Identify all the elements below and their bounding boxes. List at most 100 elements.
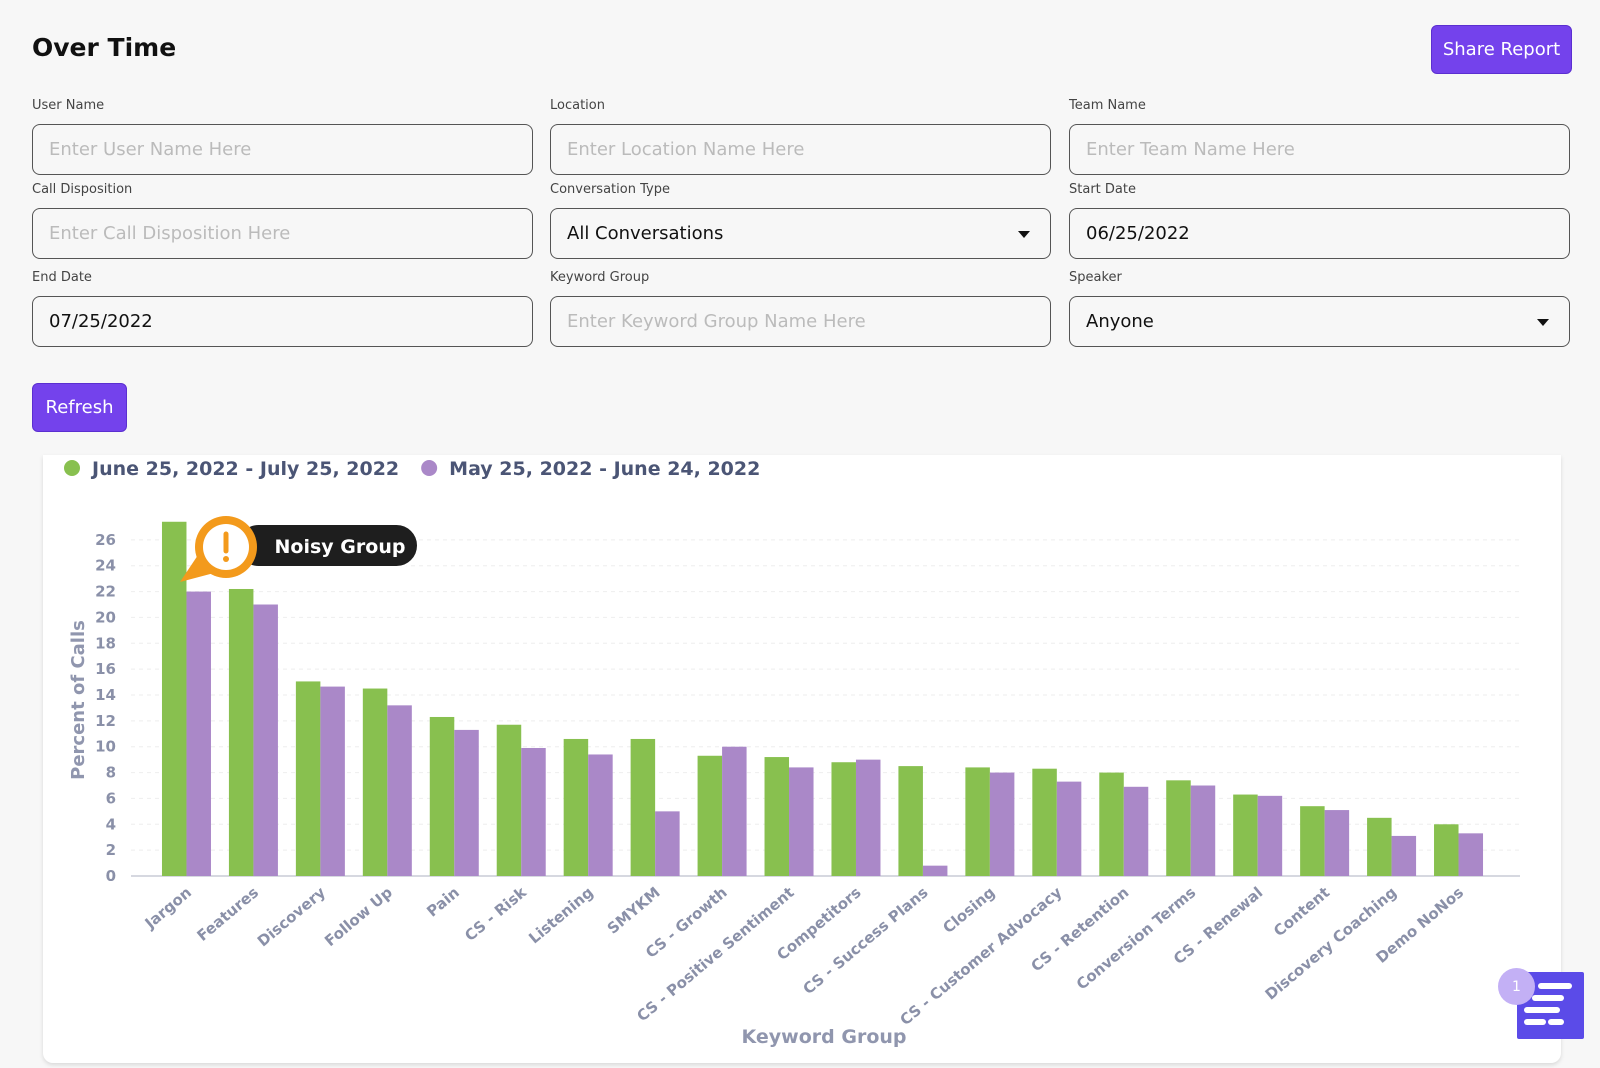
bar (1190, 785, 1216, 876)
bar (764, 757, 790, 876)
y-tick-label: 8 (106, 764, 116, 782)
filter-input[interactable]: Anyone (1069, 296, 1570, 347)
legend-label: May 25, 2022 - June 24, 2022 (449, 458, 760, 480)
filter-label: Conversation Type (550, 182, 670, 197)
y-tick-label: 12 (95, 712, 116, 730)
input-value: 06/25/2022 (1086, 223, 1190, 244)
bar (387, 705, 412, 876)
bar (630, 738, 656, 876)
legend-label: June 25, 2022 - July 25, 2022 (90, 458, 399, 480)
x-tick-label: Features (194, 883, 263, 945)
bar (1056, 781, 1082, 876)
y-tick-label: 4 (106, 815, 116, 833)
filter-label: Team Name (1069, 98, 1146, 113)
y-tick-label: 14 (95, 686, 116, 704)
filter-label: User Name (32, 98, 105, 113)
legend-swatch (421, 460, 438, 476)
filter-label: Keyword Group (550, 270, 650, 285)
bar (454, 729, 479, 876)
input-value: Anyone (1086, 311, 1154, 332)
bar (1391, 835, 1417, 876)
input-value: All Conversations (567, 223, 724, 244)
bar (228, 588, 254, 876)
placeholder: Enter Keyword Group Name Here (567, 311, 866, 332)
x-tick-label: Discovery Coaching (1262, 883, 1400, 1003)
bar (362, 688, 388, 876)
filter-label: Start Date (1069, 182, 1136, 197)
y-tick-label: 24 (95, 557, 116, 575)
x-tick-label: CS - Success Plans (800, 883, 932, 998)
dropdown-arrow (1018, 231, 1030, 238)
bar (1123, 786, 1149, 876)
filter-input[interactable]: Enter Call Disposition Here (32, 208, 533, 259)
bar (253, 604, 278, 876)
bar (1099, 772, 1124, 876)
bar (655, 811, 680, 876)
y-tick-label: 26 (95, 531, 116, 549)
filter-input[interactable]: All Conversations (550, 208, 1051, 259)
bar (161, 521, 187, 876)
bar (1434, 824, 1459, 876)
dropdown-arrow (1537, 319, 1549, 326)
filter-input[interactable]: Enter Location Name Here (550, 124, 1051, 175)
bar (1166, 780, 1191, 876)
x-tick-label: SMYKM (604, 883, 664, 937)
y-tick-label: 0 (106, 867, 116, 885)
bar (1233, 794, 1258, 876)
refresh-button[interactable]: Refresh (32, 383, 127, 432)
x-axis-label: Keyword Group (742, 1026, 907, 1048)
page-title: Over Time (32, 33, 177, 62)
placeholder: Enter User Name Here (49, 139, 252, 160)
legend-swatch (64, 460, 80, 476)
y-tick-label: 18 (95, 634, 116, 652)
bar (898, 766, 923, 876)
filter-input[interactable]: Enter User Name Here (32, 124, 533, 175)
bar (697, 755, 723, 876)
x-tick-label: CS - Risk (461, 883, 530, 945)
x-tick-label: Follow Up (321, 883, 396, 950)
bar (186, 591, 211, 876)
y-tick-label: 6 (106, 789, 116, 807)
x-tick-label: Content (1270, 883, 1333, 940)
placeholder: Enter Team Name Here (1086, 139, 1295, 160)
filter-label: Location (550, 98, 605, 113)
bar (1300, 806, 1325, 876)
y-tick-label: 10 (95, 738, 116, 756)
y-tick-label: 20 (95, 608, 116, 626)
x-tick-label: Conversion Terms (1073, 883, 1200, 993)
filter-label: Call Disposition (32, 182, 133, 197)
bar (295, 681, 321, 876)
bar (496, 724, 522, 876)
notification-badge: 1 (1498, 968, 1535, 1005)
bar (521, 748, 546, 876)
widget-icon (1524, 983, 1572, 1025)
filter-input[interactable]: 06/25/2022 (1069, 208, 1570, 259)
input-value: 07/25/2022 (49, 311, 153, 332)
y-tick-label: 22 (95, 583, 116, 601)
x-tick-label: Closing (939, 883, 998, 937)
bar (855, 759, 881, 876)
bar (922, 865, 948, 876)
chart: 02468101214161820222426JargonFeaturesDis… (64, 458, 1520, 1048)
y-axis-label: Percent of Calls (68, 620, 89, 780)
share-button[interactable]: Share Report (1431, 25, 1572, 74)
bar (965, 767, 990, 876)
bar (722, 746, 747, 876)
filter-input[interactable]: 07/25/2022 (32, 296, 533, 347)
filter-label: Speaker (1069, 270, 1122, 285)
x-tick-label: Listening (525, 883, 596, 947)
filter-input[interactable]: Enter Team Name Here (1069, 124, 1570, 175)
bar (989, 772, 1015, 876)
filter-input[interactable]: Enter Keyword Group Name Here (550, 296, 1051, 347)
bar (1257, 795, 1283, 876)
bar (831, 762, 856, 876)
bar (429, 716, 455, 876)
filter-label: End Date (32, 270, 92, 285)
bar (1324, 810, 1350, 876)
exclamation-dot (223, 556, 229, 562)
annotation: Noisy Group (180, 516, 419, 582)
x-tick-label: Jargon (141, 883, 195, 933)
bar (1458, 833, 1484, 876)
bar (588, 754, 613, 876)
